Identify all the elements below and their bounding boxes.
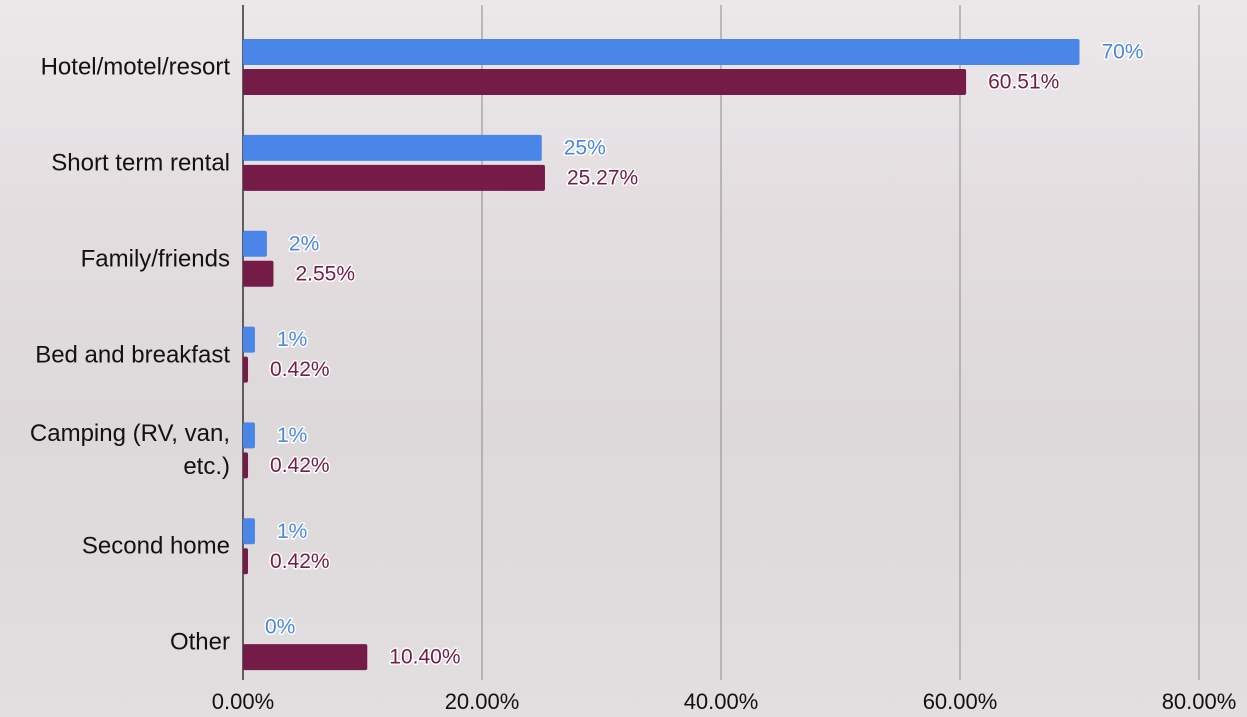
bar	[243, 164, 545, 191]
x-tick-label: 40.00%	[684, 689, 759, 714]
x-tick-label: 20.00%	[445, 689, 520, 714]
value-label: 0%	[265, 616, 295, 639]
value-label: 10.40%	[389, 646, 460, 669]
category-label: Bed and breakfast	[35, 341, 230, 369]
x-tick-label: 60.00%	[923, 689, 998, 714]
value-label: 0.42%	[270, 454, 330, 477]
category-label: Short term rental	[51, 149, 230, 177]
value-label: 0.42%	[270, 358, 330, 381]
category-label: Other	[169, 628, 230, 656]
bar	[243, 644, 368, 671]
category-label: Hotel/motel/resort	[40, 53, 230, 81]
bar	[243, 39, 1080, 65]
category-label: Second home	[81, 532, 230, 560]
value-label: 0.42%	[270, 550, 330, 573]
value-label: 1%	[277, 328, 307, 351]
value-label: 2%	[289, 232, 319, 255]
bar	[243, 452, 249, 479]
bar	[243, 548, 249, 575]
value-label: 60.51%	[988, 71, 1059, 94]
value-label: 25.27%	[567, 166, 638, 189]
x-tick-label: 80.00%	[1162, 689, 1237, 714]
value-label: 2.55%	[295, 262, 355, 285]
bar	[243, 422, 255, 449]
bar	[243, 356, 249, 383]
category-label: Camping (RV, van, etc.)	[29, 420, 230, 481]
bar	[243, 260, 274, 287]
bar	[243, 230, 267, 257]
bar	[243, 326, 255, 353]
bar	[243, 69, 967, 95]
value-label: 25%	[564, 136, 606, 159]
bar	[243, 518, 255, 545]
x-tick-label: 0.00%	[212, 689, 274, 714]
value-label: 1%	[277, 424, 307, 447]
bar	[243, 134, 542, 161]
category-label: Family/friends	[80, 245, 230, 273]
value-label: 1%	[277, 520, 307, 543]
value-label: 70%	[1102, 41, 1144, 64]
